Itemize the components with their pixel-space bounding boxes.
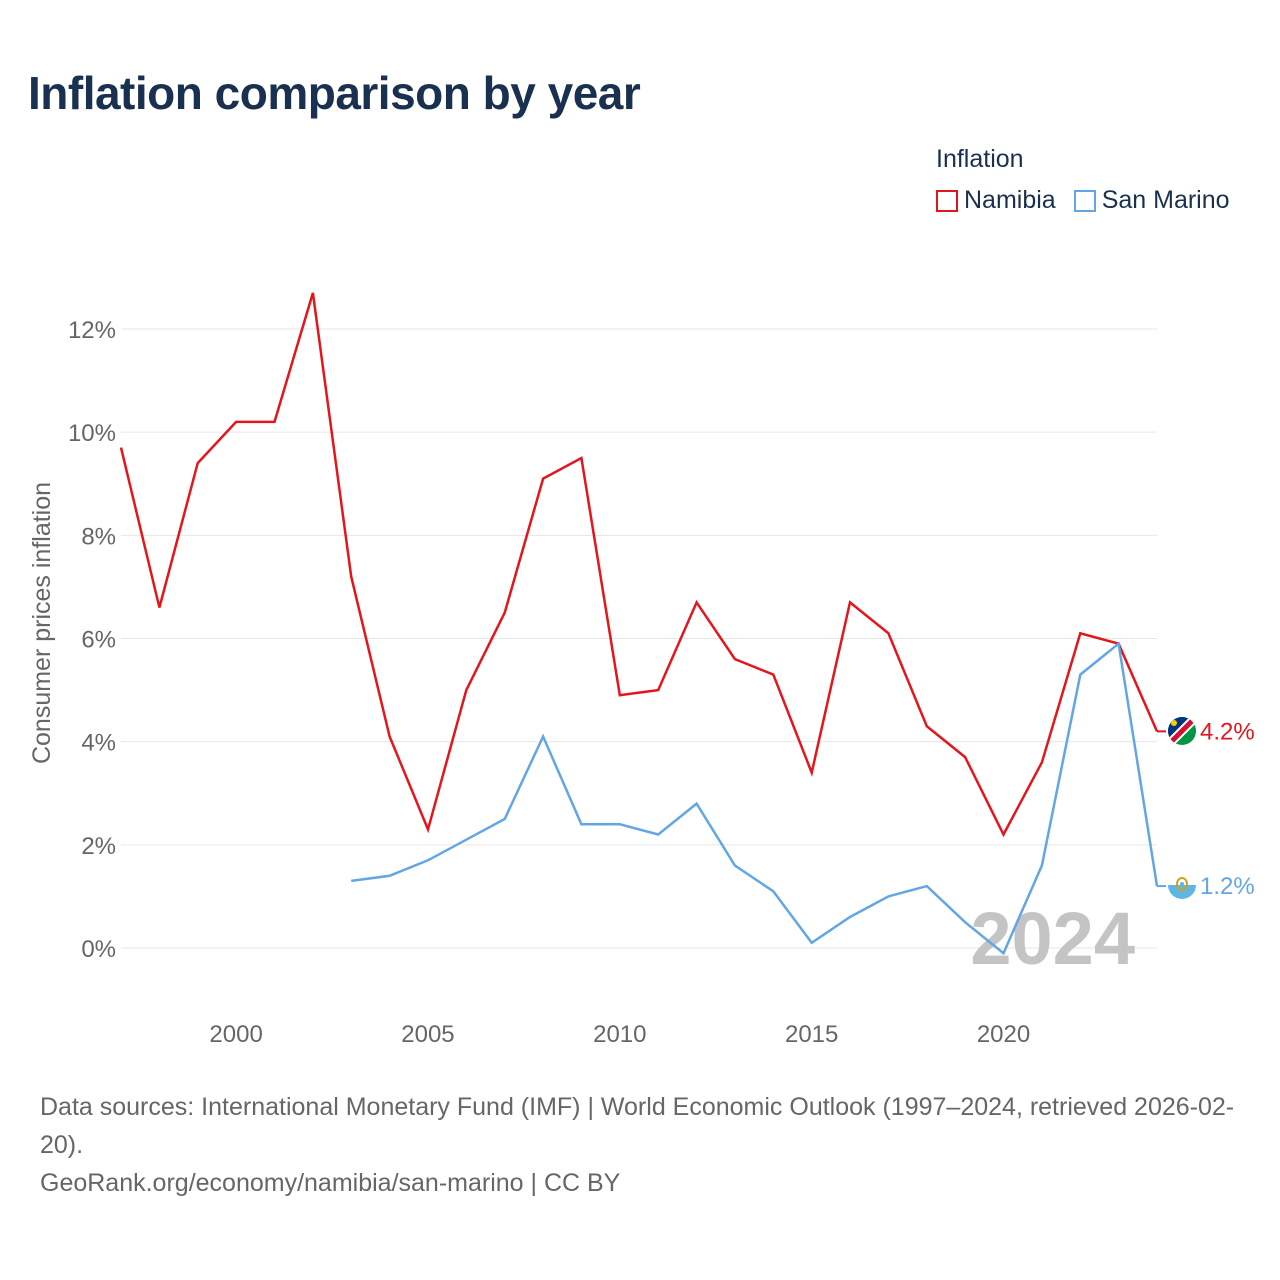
y-tick-label-10: 10% xyxy=(68,420,116,447)
end-label-namibia: 4.2% xyxy=(1200,718,1255,745)
end-value-labels: 4.2% 1.2% xyxy=(1200,718,1255,900)
x-tick-label-2005: 2005 xyxy=(401,1021,454,1048)
y-tick-label-12: 12% xyxy=(68,317,116,344)
y-tick-labels: 0% 2% 4% 6% 8% 10% 12% xyxy=(68,317,116,963)
san-marino-flag-icon xyxy=(1168,871,1196,899)
legend: Namibia San Marino xyxy=(936,186,1248,215)
y-tick-label-2: 2% xyxy=(81,833,116,860)
legend-swatch-namibia xyxy=(936,189,958,212)
attribution-link[interactable]: GeoRank.org/economy/namibia/san-marino |… xyxy=(40,1169,621,1197)
y-tick-label-6: 6% xyxy=(81,627,116,654)
x-tick-label-2020: 2020 xyxy=(977,1021,1030,1048)
y-axis-label: Consumer prices inflation xyxy=(28,482,56,764)
x-tick-labels: 2000 2005 2010 2015 2020 xyxy=(209,1021,1030,1048)
end-label-san-marino: 1.2% xyxy=(1200,873,1255,900)
x-tick-label-2010: 2010 xyxy=(593,1021,646,1048)
series-lines xyxy=(119,292,1166,956)
series-line-san-marino xyxy=(351,641,1159,956)
y-tick-label-8: 8% xyxy=(81,523,116,550)
x-tick-label-2000: 2000 xyxy=(209,1021,262,1048)
legend-item-san-marino[interactable]: San Marino xyxy=(1073,186,1230,215)
footer: Data sources: International Monetary Fun… xyxy=(40,1088,1250,1202)
legend-label-namibia: Namibia xyxy=(964,186,1056,214)
y-tick-label-4: 4% xyxy=(81,730,116,757)
legend-title: Inflation xyxy=(936,145,1024,173)
x-tick-label-2015: 2015 xyxy=(785,1021,838,1048)
series-line-namibia xyxy=(119,292,1159,838)
inflation-line-chart: 2024 0%2%4%6%8%10%12% 2000 2005 2010 2015 20… xyxy=(28,292,1255,1048)
year-watermark: 2024 xyxy=(970,897,1135,980)
legend-swatch-san-marino xyxy=(1073,189,1096,212)
namibia-flag-icon xyxy=(1168,717,1196,745)
legend-label-san-marino: San Marino xyxy=(1101,186,1230,214)
data-sources-text: Data sources: International Monetary Fun… xyxy=(40,1093,1235,1159)
gridlines xyxy=(121,328,1157,949)
chart-title: Inflation comparison by year xyxy=(28,67,641,119)
y-tick-label-0: 0% xyxy=(81,936,116,963)
legend-item-namibia[interactable]: Namibia xyxy=(936,186,1056,215)
